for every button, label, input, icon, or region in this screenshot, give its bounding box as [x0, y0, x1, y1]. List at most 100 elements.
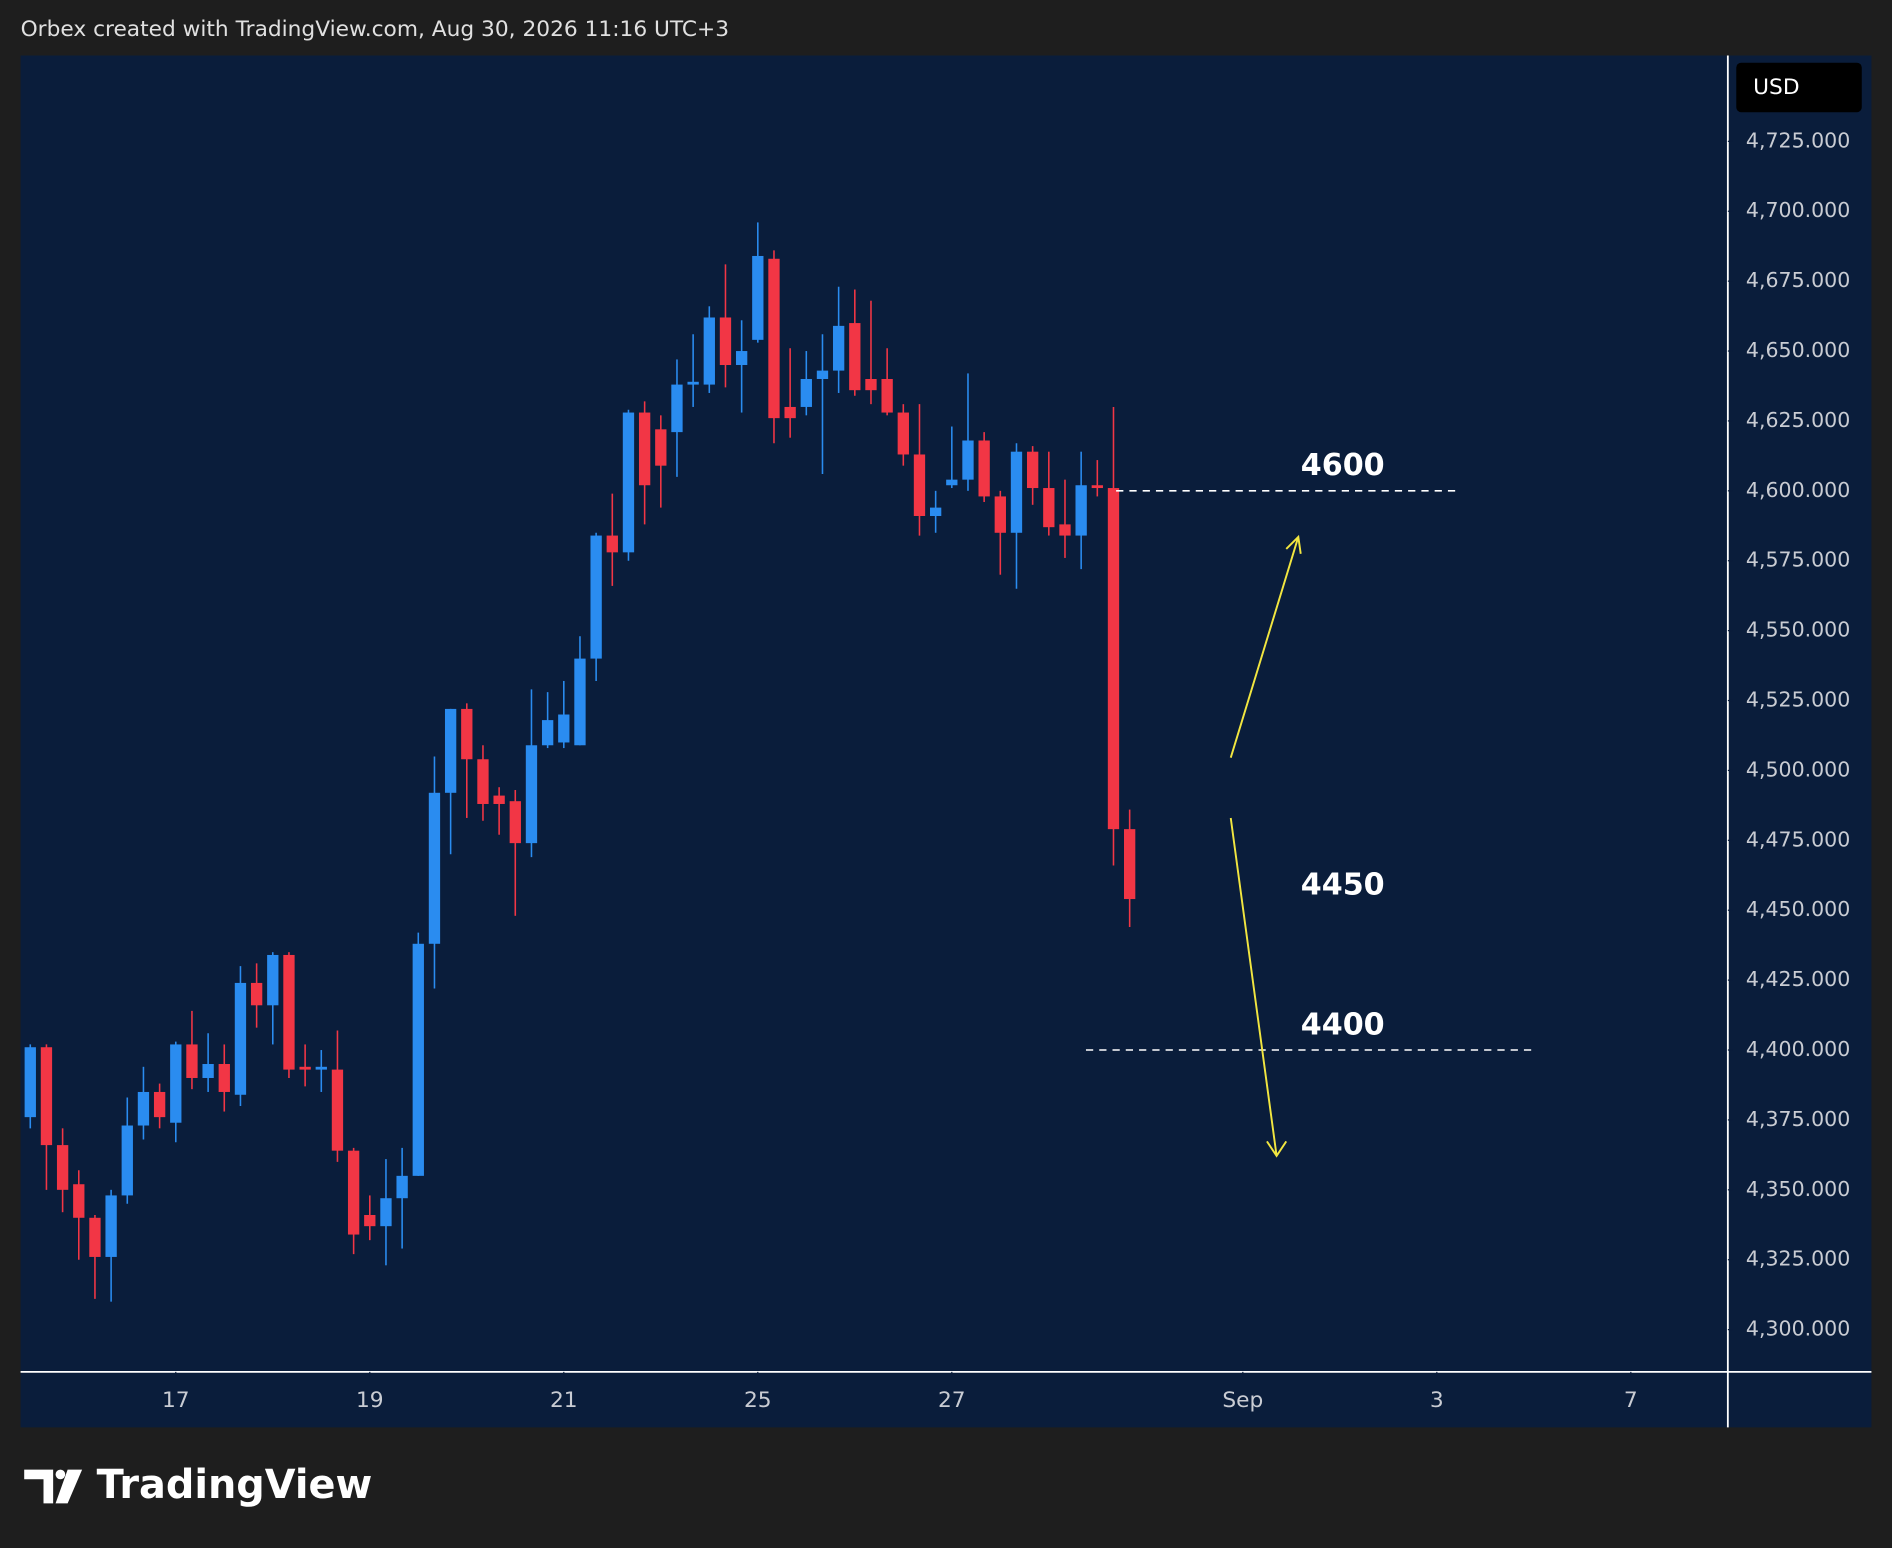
candle-body: [1059, 524, 1071, 536]
candle-body: [56, 1145, 69, 1190]
candle-body: [121, 1125, 133, 1196]
candle-body: [606, 535, 618, 553]
y-tick-label: 4,475.000: [1746, 827, 1850, 851]
candle-body: [40, 1047, 53, 1146]
logo-slash: [55, 1469, 83, 1504]
down-arrow: [1229, 817, 1288, 1158]
y-tick-label: 4,550.000: [1746, 618, 1850, 642]
candle-body: [477, 759, 489, 804]
candle-body: [1123, 829, 1136, 900]
candle-body: [24, 1047, 36, 1118]
candle-body: [719, 317, 732, 366]
candle-body: [267, 954, 279, 1006]
x-tick-label: Sep: [1222, 1388, 1263, 1413]
candle-body: [929, 507, 942, 516]
level-label: 4400: [1301, 1007, 1385, 1042]
candle-body: [283, 954, 295, 1070]
candle-body: [525, 745, 538, 844]
candle-body: [541, 720, 554, 746]
candle-body: [1010, 451, 1023, 533]
y-tick-label: 4,675.000: [1746, 268, 1850, 292]
candle-body: [396, 1175, 408, 1199]
candle-body: [994, 496, 1006, 533]
candle-body: [218, 1064, 230, 1092]
candle-body: [202, 1064, 214, 1078]
candle-body: [687, 381, 699, 385]
candle-body: [364, 1214, 376, 1227]
x-tick-label: 27: [938, 1388, 966, 1413]
candle-body: [250, 982, 263, 1006]
candle-body: [800, 378, 812, 407]
candle-body: [574, 658, 586, 746]
level-label: 4600: [1301, 448, 1385, 483]
candle-body: [234, 982, 247, 1095]
y-tick-label: 4,725.000: [1746, 128, 1850, 152]
candle-body: [105, 1195, 117, 1257]
y-tick-label: 4,525.000: [1746, 688, 1850, 712]
candle-body: [832, 325, 845, 371]
y-tick-label: 4,400.000: [1746, 1037, 1850, 1061]
candle-body: [509, 801, 521, 844]
x-tick-label: 3: [1430, 1388, 1444, 1413]
candle-body: [638, 412, 651, 486]
header: Orbex created with TradingView.com, Aug …: [21, 17, 729, 42]
x-tick-label: 25: [744, 1388, 772, 1413]
candle-body: [881, 378, 893, 413]
logo-dot: [55, 1469, 66, 1480]
y-tick-label: 4,375.000: [1746, 1107, 1850, 1131]
candle-body: [493, 795, 505, 804]
candle-body: [784, 406, 796, 419]
candle-body: [590, 535, 602, 659]
candle-body: [153, 1091, 166, 1118]
y-tick-label: 4,300.000: [1746, 1317, 1850, 1341]
candle-body: [428, 792, 441, 944]
candle-body: [461, 708, 473, 760]
candle-body: [897, 412, 909, 455]
y-tick-label: 4,325.000: [1746, 1247, 1850, 1271]
candle-body: [1075, 485, 1087, 536]
candle-body: [913, 454, 926, 516]
x-tick-label: 17: [162, 1388, 190, 1413]
candle-body: [946, 479, 958, 486]
y-tick-label: 4,650.000: [1746, 338, 1850, 362]
candle-body: [347, 1150, 360, 1235]
candle-body: [671, 384, 683, 433]
candle-body: [865, 378, 877, 391]
chart-panel: [20, 55, 1872, 1428]
x-tick-label: 19: [356, 1388, 384, 1413]
candle-body: [558, 714, 570, 743]
y-tick-label: 4,450.000: [1746, 897, 1850, 921]
x-tick-label: 7: [1624, 1388, 1638, 1413]
candle-body: [768, 258, 780, 419]
y-tick-label: 4,425.000: [1746, 967, 1850, 991]
candle-body: [186, 1044, 198, 1078]
arrows: [1229, 534, 1302, 1158]
candle-body: [380, 1198, 392, 1227]
brand-name: TradingView: [97, 1462, 373, 1508]
candle-body: [1026, 451, 1039, 489]
y-tick-label: 4,350.000: [1746, 1177, 1850, 1201]
currency-label: USD: [1753, 75, 1799, 100]
candle-body: [73, 1184, 85, 1218]
candle-body: [735, 351, 748, 366]
candle-body: [752, 255, 764, 340]
candle-body: [412, 943, 424, 1176]
candle-body: [1107, 488, 1120, 830]
candle-body: [89, 1217, 101, 1257]
x-tick-label: 21: [550, 1388, 578, 1413]
plot-area: 4,300.000 4,325.000 4,350.000 4,375.000 4,40…: [24, 128, 1850, 1413]
candle-body: [655, 429, 667, 466]
up-arrow: [1229, 534, 1302, 758]
y-tick-label: 4,500.000: [1746, 757, 1850, 781]
brand-logo: [24, 1469, 83, 1504]
candle-body: [1091, 485, 1103, 489]
y-tick-label: 4,575.000: [1746, 548, 1850, 572]
currency-box: [1736, 62, 1862, 113]
candle-body: [849, 323, 861, 391]
y-tick-label: 4,600.000: [1746, 478, 1850, 502]
candle-body: [137, 1091, 150, 1126]
candle-body: [816, 370, 829, 379]
candle-body: [299, 1066, 311, 1070]
candle-body: [978, 440, 990, 497]
